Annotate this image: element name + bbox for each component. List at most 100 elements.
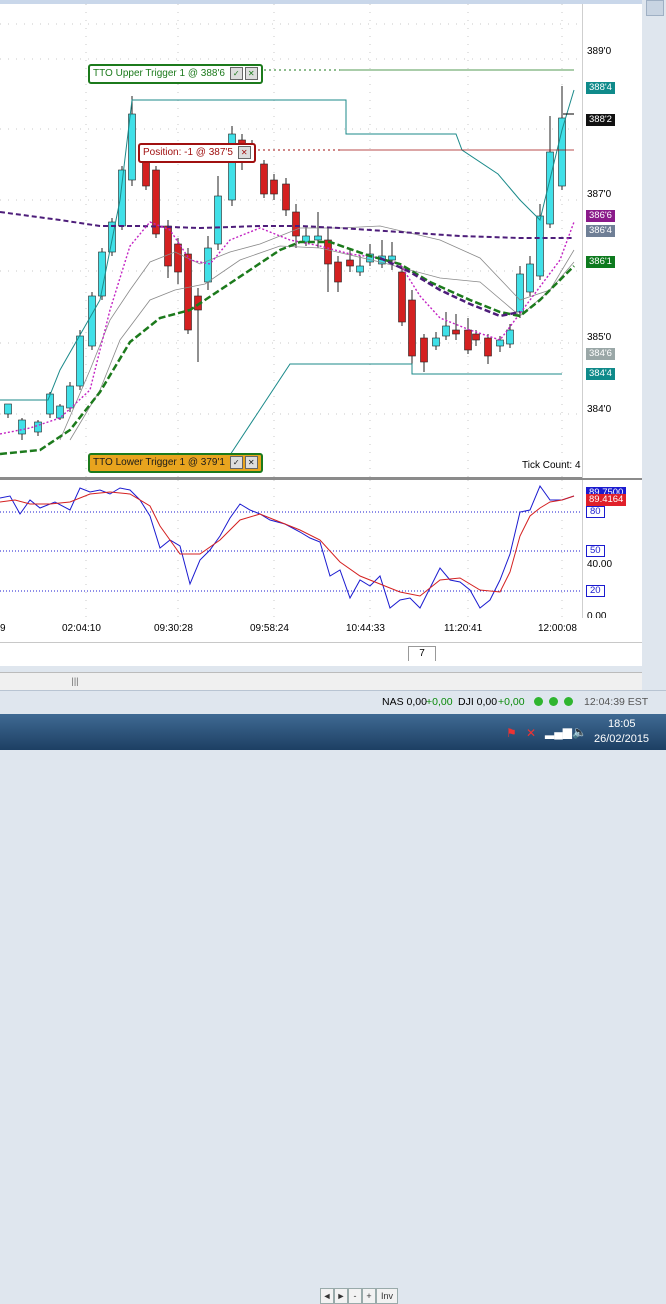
time-axis-label: 09:58:24 xyxy=(250,623,289,634)
candle-body xyxy=(558,117,566,187)
connection-status-icon xyxy=(534,697,543,706)
volume-icon[interactable]: 🔈 xyxy=(572,725,587,739)
price-tag: 384'4 xyxy=(586,368,615,380)
oscillator-panel[interactable] xyxy=(0,480,582,618)
magenta-dotted-line xyxy=(0,221,575,435)
close-icon[interactable]: ✕ xyxy=(244,66,258,80)
price-tag: 384'6 xyxy=(586,348,615,360)
nav-button[interactable]: ► xyxy=(334,1288,348,1304)
right-frame xyxy=(642,0,666,690)
status-bar: NAS 0,00 +0,00 DJI 0,00 +0,00 12:04:39 E… xyxy=(0,690,666,715)
candle-body xyxy=(118,169,126,227)
candle-body xyxy=(174,243,182,273)
candle-body xyxy=(260,163,268,195)
position-label[interactable]: Position: -1 @ 387'5 ✕ xyxy=(138,143,256,163)
oscillator-axis[interactable]: 50 40.00 20 0.00 80 89.7500 89.4164 xyxy=(582,480,643,622)
panel-divider[interactable] xyxy=(0,477,642,480)
candle-body xyxy=(4,403,12,415)
taskbar-time[interactable]: 18:05 xyxy=(608,718,636,730)
upper-trigger-text: TTO Upper Trigger 1 @ 388'6 xyxy=(93,68,225,79)
candle-body xyxy=(324,239,332,265)
window-title-strip xyxy=(0,0,644,4)
oscillator-axis-label: 20 xyxy=(586,585,605,597)
oscillator-chart xyxy=(0,480,582,618)
candle-body xyxy=(334,261,342,283)
taskbar-date[interactable]: 26/02/2015 xyxy=(594,733,650,745)
band-line xyxy=(69,245,575,441)
candle-body xyxy=(270,179,278,195)
nas-change: +0,00 xyxy=(426,696,453,708)
position-text: Position: -1 @ 387'5 xyxy=(143,147,233,158)
candle-body xyxy=(546,151,554,225)
candle-body xyxy=(484,337,492,357)
time-axis-label: 02:04:10 xyxy=(62,623,101,634)
tab-7[interactable]: 7 xyxy=(408,646,436,661)
windows-taskbar: ⚑ ✕ ▂▄▆ 🔈 18:05 26/02/2015 xyxy=(0,714,666,750)
lower-trigger-label[interactable]: TTO Lower Trigger 1 @ 379'1 ✓ ✕ xyxy=(88,453,263,473)
time-axis-label: 11:20:41 xyxy=(444,623,483,634)
candle-body xyxy=(526,263,534,293)
price-tag: 388'4 xyxy=(586,82,615,94)
scroll-grip-icon[interactable]: ||| xyxy=(71,676,79,686)
candle-body xyxy=(536,215,544,277)
nav-button[interactable]: Inv xyxy=(376,1288,398,1304)
candle-body xyxy=(214,195,222,245)
candle-body xyxy=(76,335,84,387)
check-icon[interactable]: ✓ xyxy=(229,66,243,80)
upper-trigger-label[interactable]: TTO Upper Trigger 1 @ 388'6 ✓ ✕ xyxy=(88,64,263,84)
time-axis-label: 09:30:28 xyxy=(154,623,193,634)
price-axis-label: 387'0 xyxy=(587,189,612,200)
candle-body xyxy=(496,339,504,347)
candle-body xyxy=(452,329,460,335)
chart-window: TTO Upper Trigger 1 @ 388'6 ✓ ✕ Position:… xyxy=(0,0,646,1304)
purple-dashed-segment xyxy=(379,256,521,318)
scroll-up-button[interactable] xyxy=(646,0,664,16)
candle-body xyxy=(142,159,150,187)
nav-button[interactable]: + xyxy=(362,1288,376,1304)
candle-body xyxy=(204,247,212,283)
dji-change: +0,00 xyxy=(498,696,525,708)
candle-body xyxy=(128,113,136,181)
candle-body xyxy=(108,221,116,253)
candle-body xyxy=(46,393,54,415)
price-tag: 386'1 xyxy=(586,256,615,268)
price-panel[interactable]: TTO Upper Trigger 1 @ 388'6 ✓ ✕ Position:… xyxy=(0,4,582,478)
horizontal-scrollbar[interactable]: ||| xyxy=(0,672,644,692)
connection-status-icon xyxy=(564,697,573,706)
candle-body xyxy=(472,333,480,341)
candle-body xyxy=(516,273,524,313)
candle-body xyxy=(184,253,192,331)
connection-status-icon xyxy=(549,697,558,706)
flag-icon[interactable]: ⚑ xyxy=(506,726,517,740)
network-icon[interactable]: ▂▄▆ xyxy=(545,725,572,739)
price-tag: 388'2 xyxy=(586,114,615,126)
candle-body xyxy=(152,169,160,235)
status-clock: 12:04:39 EST xyxy=(584,696,649,708)
time-axis-label: 12:00:08 xyxy=(538,623,577,634)
candle-body xyxy=(88,295,96,347)
nav-button[interactable]: ◄ xyxy=(320,1288,334,1304)
candle-body xyxy=(506,329,514,345)
nas-label: NAS 0,00 xyxy=(382,696,427,708)
lower-channel-line xyxy=(229,363,562,456)
nav-button[interactable]: - xyxy=(348,1288,362,1304)
tick-count: Tick Count: 4 xyxy=(522,460,581,471)
navigation-bar: ◄ ► - + Inv 7 xyxy=(0,642,642,1304)
candle-body xyxy=(314,235,322,241)
close-icon[interactable]: ✕ xyxy=(237,145,251,159)
time-axis[interactable]: 9 02:04:10 09:30:28 09:58:24 10:44:33 11:20:4… xyxy=(0,618,642,642)
candle-body xyxy=(228,133,236,201)
candle-body xyxy=(398,271,406,323)
candle-body xyxy=(292,211,300,237)
close-icon[interactable]: ✕ xyxy=(244,455,258,469)
upper-channel-line xyxy=(0,89,575,401)
candle-body xyxy=(346,259,354,267)
time-axis-label: 10:44:33 xyxy=(346,623,385,634)
check-icon[interactable]: ✓ xyxy=(229,455,243,469)
oscillator-tag: 89.4164 xyxy=(586,494,627,506)
band-line xyxy=(59,225,575,441)
price-axis[interactable]: 389'0 387'0 385'0 384'0 388'4 388'2 386'6 386'4… xyxy=(582,4,643,478)
candle-body xyxy=(408,299,416,357)
action-center-icon[interactable]: ✕ xyxy=(526,726,537,740)
oscillator-axis-label: 80 xyxy=(586,506,605,518)
